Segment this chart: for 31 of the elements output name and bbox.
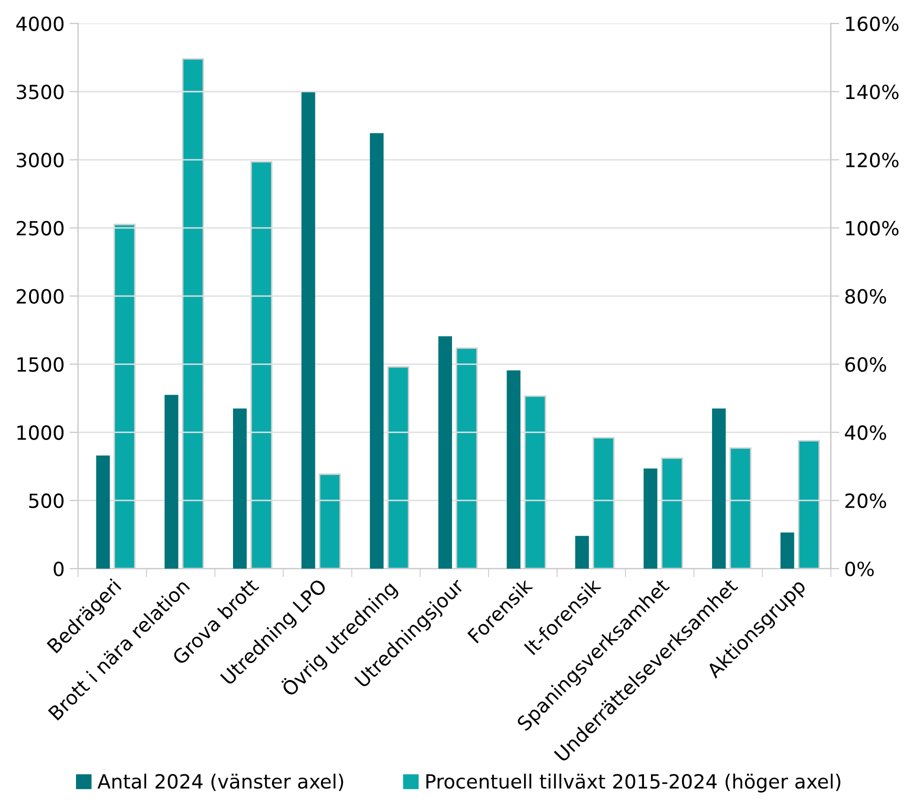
bar	[96, 455, 110, 569]
legend-label: Antal 2024 (vänster axel)	[98, 774, 344, 792]
bar	[233, 408, 247, 569]
y2-tick-label: 120%	[846, 152, 898, 168]
y-tick-label: 2000	[16, 289, 64, 304]
bar	[301, 92, 316, 569]
y-tick-label: 4000	[16, 16, 64, 32]
bar	[575, 536, 589, 569]
bar	[712, 408, 726, 569]
y-tick-label: 2500	[16, 220, 64, 236]
y2-tick-label: 20%	[845, 493, 886, 508]
y2-tick-label: 160%	[846, 16, 898, 32]
y-tick-label: 500	[29, 493, 64, 508]
bar	[370, 133, 384, 569]
y-tick-label: 1500	[17, 357, 64, 372]
bar	[438, 336, 452, 569]
bar	[780, 532, 794, 569]
bar	[164, 394, 178, 569]
y2-tick-label: 60%	[845, 357, 886, 372]
y2-tick-label: 0%	[845, 562, 874, 576]
bar	[506, 370, 520, 569]
y-tick-label: 3500	[16, 84, 64, 100]
legend-label: Procentuell tillväxt 2015-2024 (höger axel)	[426, 774, 840, 792]
y-tick-label: 1000	[17, 425, 64, 440]
y2-tick-label: 140%	[846, 84, 898, 100]
y-tick-label: 3000	[16, 152, 64, 168]
y2-tick-label: 80%	[845, 289, 886, 304]
bar	[644, 468, 658, 569]
y2-tick-label: 40%	[844, 425, 886, 440]
y2-tick-label: 100%	[846, 220, 898, 236]
y-tick-label: 0	[54, 562, 64, 576]
